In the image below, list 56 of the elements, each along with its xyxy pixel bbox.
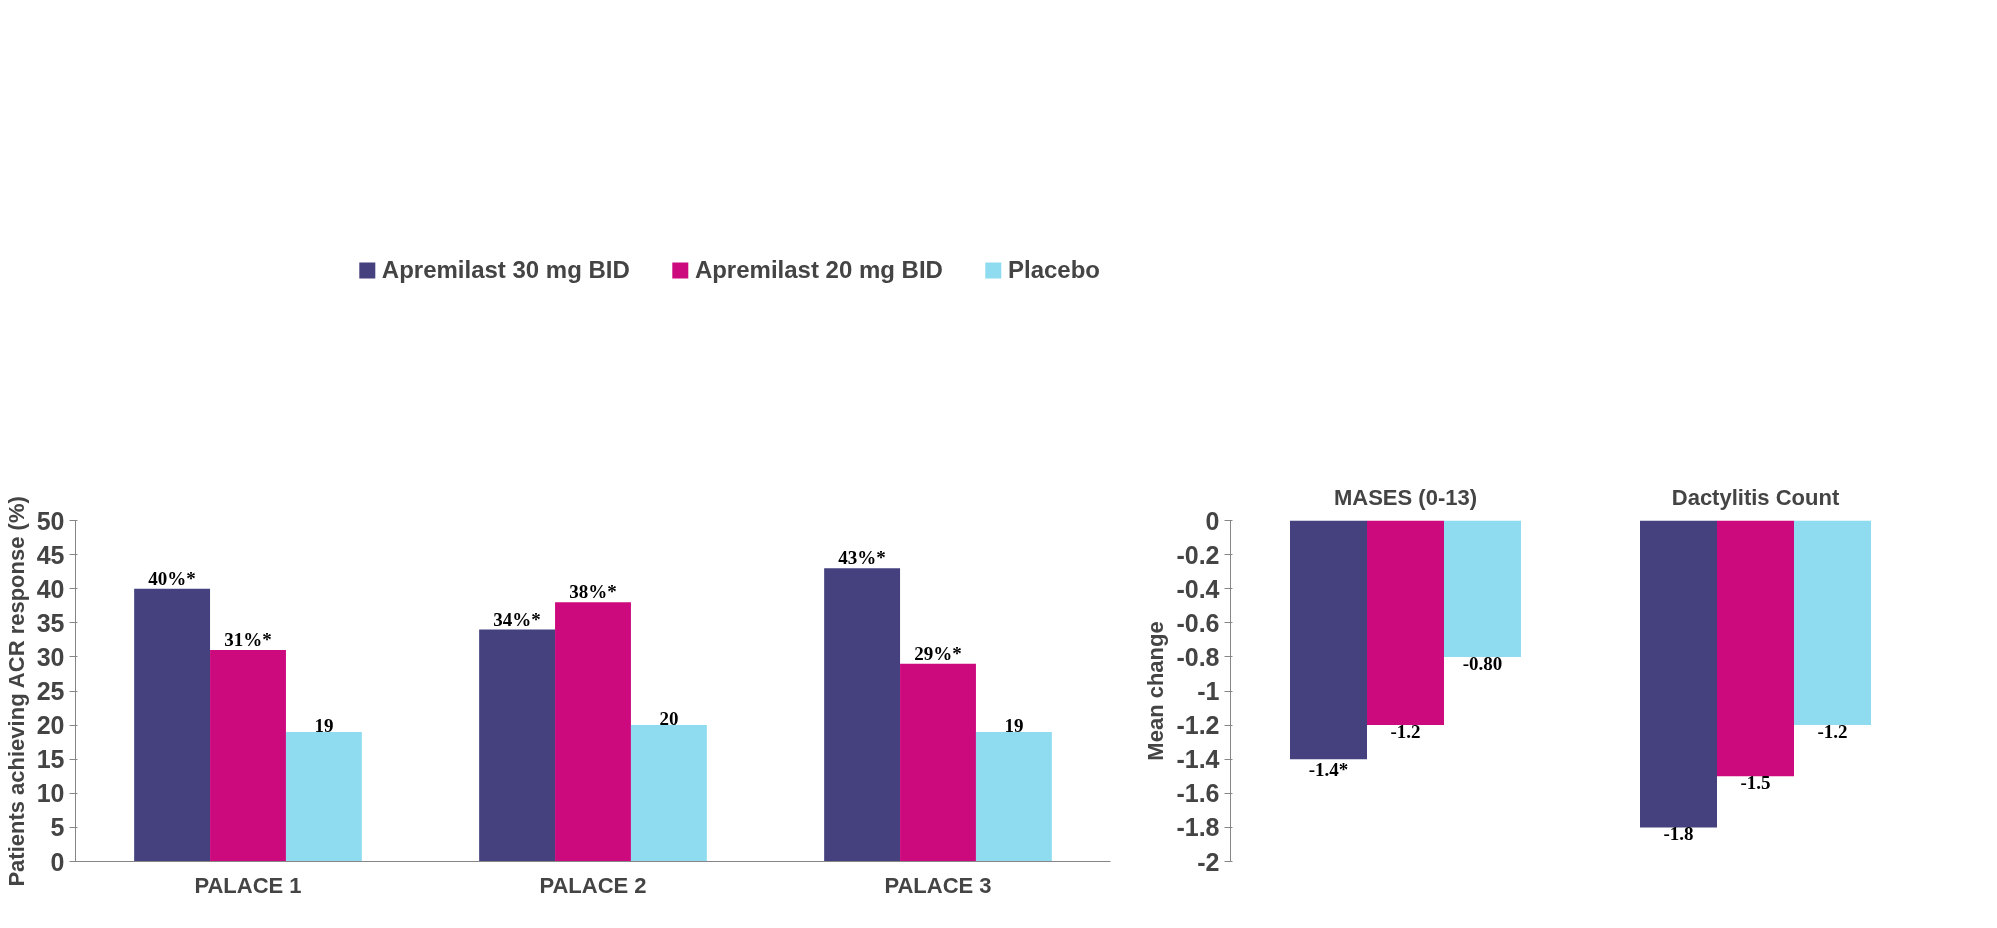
legend-label: Apremilast 30 mg BID (381, 256, 630, 284)
data-label: -1.5 (1740, 772, 1771, 794)
y-tick-label: 25 (36, 677, 65, 705)
y-tick-label: 20 (36, 711, 65, 740)
y-tick-label: 0 (50, 847, 65, 876)
bar (285, 731, 362, 862)
y-tick-label: -0.8 (1176, 642, 1220, 671)
x-tick-label: PALACE 2 (539, 872, 647, 898)
data-label: -0.80 (1462, 652, 1503, 674)
y-tick-label: 10 (36, 779, 65, 808)
data-label: -1.8 (1663, 823, 1694, 845)
data-label: 19 (1004, 714, 1024, 736)
data-label: 40%* (148, 567, 196, 589)
data-label: -1.2 (1817, 721, 1848, 743)
bar (630, 725, 707, 862)
legend-label: Placebo (1007, 256, 1100, 284)
bar (479, 629, 556, 862)
y-axis-title: Mean change (1143, 621, 1169, 761)
y-tick-label: -1.2 (1176, 711, 1220, 740)
data-label: 34%* (493, 608, 541, 630)
y-tick-label: -1 (1197, 677, 1220, 705)
data-label: -1.2 (1390, 721, 1421, 743)
x-tick-label: MASES (0-13) (1333, 484, 1478, 510)
y-tick-label: -1.8 (1176, 813, 1220, 842)
x-tick-label: Dactylitis Count (1671, 484, 1840, 510)
y-tick-label: -2 (1197, 847, 1220, 876)
bar (900, 663, 976, 862)
y-tick-label: 0 (1205, 506, 1220, 535)
data-label: 38%* (569, 581, 617, 603)
y-tick-label: 35 (36, 608, 65, 637)
data-label: 43%* (838, 547, 886, 569)
y-tick-label: -0.4 (1176, 574, 1220, 603)
y-tick-label: -0.6 (1176, 608, 1220, 637)
y-tick-label: 40 (36, 574, 65, 603)
bar (824, 568, 901, 862)
y-tick-label: 5 (50, 813, 65, 842)
legend-label: Apremilast 20 mg BID (694, 256, 943, 284)
y-tick-label: -1.6 (1176, 779, 1220, 808)
x-tick-label: PALACE 3 (884, 872, 992, 898)
x-tick-label: PALACE 1 (194, 872, 302, 898)
data-label: -1.4* (1308, 759, 1349, 781)
y-axis-title: Patients achieving ACR response (%) (3, 496, 29, 887)
y-tick-label: 15 (36, 745, 65, 774)
bar (210, 650, 286, 862)
y-tick-label: 30 (36, 642, 65, 671)
data-label: 31%* (224, 629, 272, 651)
y-tick-label: -1.4 (1176, 745, 1220, 774)
bar (975, 731, 1052, 862)
bar (134, 588, 211, 862)
y-tick-label: 45 (36, 540, 65, 569)
data-label: 20 (659, 708, 679, 730)
bar (555, 602, 631, 862)
data-label: 29%* (914, 642, 962, 664)
data-label: 19 (314, 714, 334, 736)
y-tick-label: -0.2 (1176, 540, 1220, 569)
y-tick-label: 50 (36, 506, 65, 535)
